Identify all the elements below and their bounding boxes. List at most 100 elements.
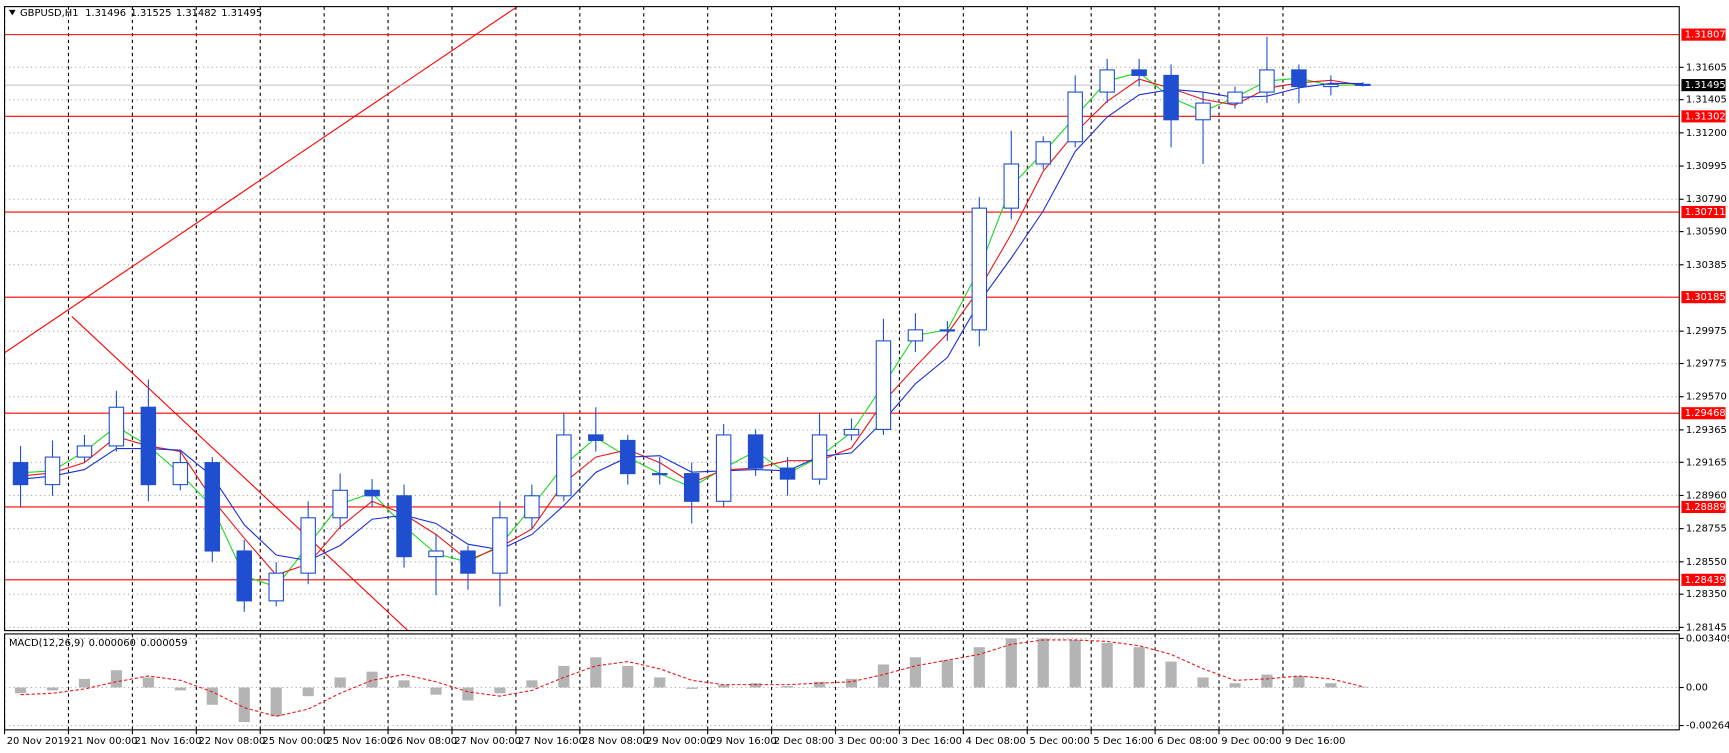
- candle-body: [1035, 141, 1051, 165]
- level-tag-label: 1.28889: [1685, 502, 1726, 513]
- y-tick-label: 1.28550: [1686, 557, 1727, 568]
- candle-body: [907, 329, 924, 342]
- candle-body: [332, 489, 348, 519]
- macd-bar: [909, 657, 921, 688]
- candle-body: [268, 572, 284, 602]
- macd-bar: [718, 684, 730, 688]
- x-tick-label: 5 Dec 00:00: [1029, 736, 1089, 747]
- macd-bar: [334, 677, 346, 688]
- macd-bar: [1133, 647, 1145, 688]
- y-tick-label: 1.30790: [1686, 194, 1727, 205]
- macd-title: MACD(12,26,9): [9, 638, 84, 649]
- candle-body: [396, 495, 412, 558]
- macd-bar: [462, 687, 474, 701]
- grid: [4, 6, 1680, 730]
- macd-bar: [1005, 638, 1017, 688]
- candle-body: [651, 473, 668, 476]
- x-tick-label: 21 Nov 00:00: [71, 736, 138, 747]
- x-tick-label: 9 Dec 16:00: [1285, 736, 1345, 747]
- candle-body: [715, 434, 732, 502]
- candle-body: [364, 489, 380, 497]
- candle-body: [428, 550, 444, 558]
- x-tick-label: 6 Dec 08:00: [1157, 736, 1217, 747]
- macd-bar: [430, 687, 442, 695]
- macd-bar: [1293, 675, 1305, 688]
- y-tick-label: 0.00: [1686, 683, 1708, 694]
- macd-bar: [494, 687, 506, 694]
- price-panel-frame: [4, 6, 1680, 632]
- level-tag: [1681, 205, 1726, 219]
- macd-reading: 0.000060: [89, 638, 136, 649]
- candle-body: [1355, 83, 1371, 86]
- candle-body: [1163, 74, 1179, 121]
- macd-bar: [206, 687, 218, 705]
- x-tick-label: 3 Dec 00:00: [838, 736, 898, 747]
- macd-bar: [1325, 683, 1337, 688]
- y-tick-label: 1.29165: [1686, 457, 1727, 468]
- macd-bar: [46, 687, 59, 691]
- macd-bar: [1069, 639, 1081, 688]
- candle-body: [76, 445, 93, 458]
- macd-bar: [526, 680, 538, 688]
- macd-bar: [845, 678, 858, 688]
- y-tick-label: 1.30995: [1686, 161, 1727, 172]
- x-tick-label: 29 Nov 16:00: [710, 736, 777, 747]
- y-tick-label: 0.003409: [1686, 633, 1729, 644]
- y-tick-label: -0.00264: [1686, 721, 1729, 732]
- candle-body: [588, 434, 604, 441]
- macd-bar: [110, 670, 123, 688]
- open-reading: 1.31496: [85, 8, 126, 19]
- candle-body: [140, 406, 157, 486]
- macd-bar: [622, 665, 634, 688]
- candle-body: [300, 517, 316, 574]
- level-tag-label: 1.31807: [1685, 30, 1726, 41]
- x-tick-label: 22 Nov 08:00: [199, 736, 266, 747]
- level-tag-label: 1.30185: [1685, 292, 1726, 303]
- y-tick-label: 1.30385: [1686, 260, 1727, 271]
- x-tick-label: 25 Nov 16:00: [326, 736, 393, 747]
- x-tick-label: 9 Dec 00:00: [1221, 736, 1281, 747]
- macd-bar: [813, 681, 826, 688]
- candle-body: [524, 495, 540, 519]
- low-reading: 1.31482: [176, 8, 217, 19]
- macd-bar: [142, 677, 154, 688]
- candle-body: [12, 462, 29, 486]
- candle-body: [172, 462, 189, 486]
- macd-bar: [941, 660, 953, 688]
- menu-arrow[interactable]: [8, 9, 16, 16]
- y-tick-label: 1.29975: [1686, 326, 1727, 337]
- y-tick-label: 1.29570: [1686, 392, 1727, 403]
- x-tick-label: 28 Nov 08:00: [582, 736, 649, 747]
- y-tick-label: 1.29365: [1686, 425, 1727, 436]
- candle-body: [460, 550, 476, 574]
- candle-body: [620, 439, 636, 475]
- candle-body: [236, 550, 252, 602]
- macd-bar: [238, 687, 250, 723]
- macd-bar: [14, 687, 27, 694]
- x-tick-label: 27 Nov 00:00: [454, 736, 521, 747]
- y-tick-label: 1.31405: [1686, 95, 1727, 106]
- candle-body: [204, 462, 221, 552]
- x-tick-label: 3 Dec 16:00: [902, 736, 962, 747]
- macd-bar: [1037, 638, 1049, 688]
- macd-bar: [174, 687, 186, 691]
- level-tag-label: 1.28439: [1685, 575, 1726, 586]
- signal-reading: 0.000059: [140, 638, 187, 649]
- macd-panel-frame: [4, 633, 1680, 731]
- y-tick-label: 1.28350: [1686, 589, 1727, 600]
- y-tick-label: 1.31200: [1686, 128, 1727, 139]
- candle-body: [1259, 69, 1275, 93]
- macd-bar: [1101, 642, 1113, 688]
- x-tick-label: 4 Dec 08:00: [966, 736, 1026, 747]
- y-tick-label: 1.31605: [1686, 62, 1727, 73]
- candle-body: [747, 434, 764, 469]
- level-tag-label: 1.31302: [1685, 111, 1726, 122]
- x-tick-label: 21 Nov 16:00: [135, 736, 202, 747]
- candle-body: [1291, 69, 1307, 88]
- last-price-label: 1.31495: [1685, 80, 1726, 91]
- macd-header: MACD(12,26,9) 0.000060 0.000059: [9, 638, 188, 649]
- x-tick-label: 25 Nov 00:00: [262, 736, 329, 747]
- macd-bar: [558, 665, 570, 688]
- candle-body: [1131, 69, 1147, 76]
